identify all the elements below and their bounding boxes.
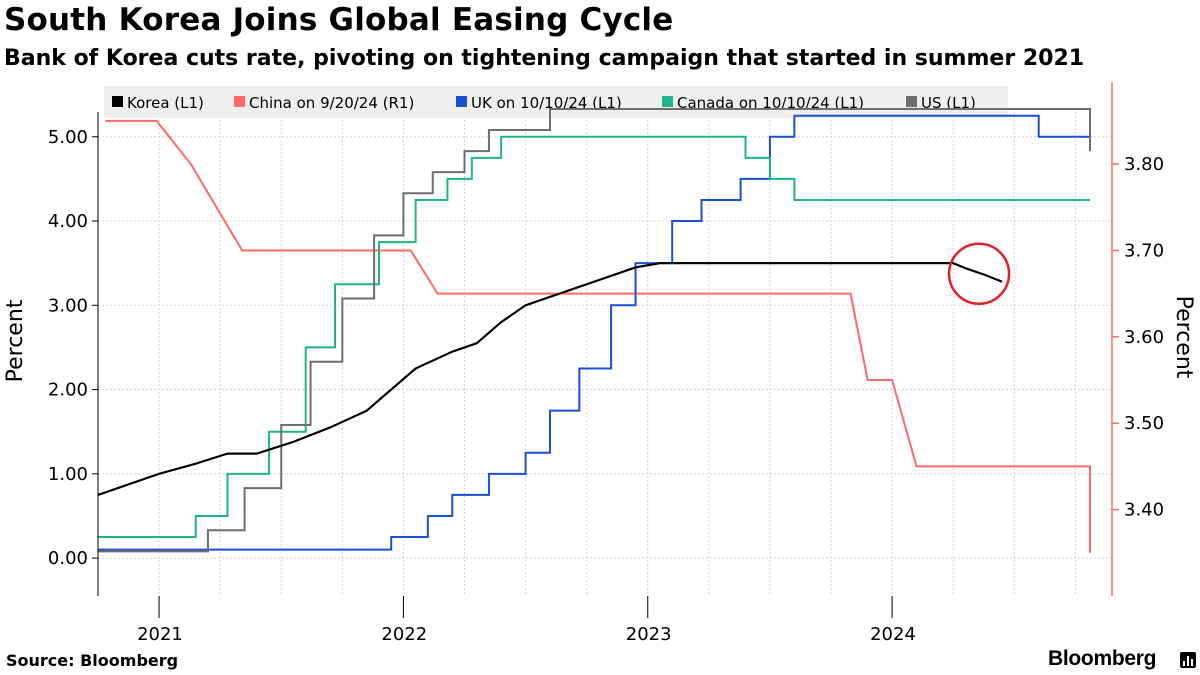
- left-tick-label: 5.00: [48, 127, 88, 148]
- legend-swatch: [456, 96, 467, 107]
- right-tick-label: 3.60: [1124, 327, 1164, 348]
- right-tick-label: 3.70: [1124, 240, 1164, 261]
- legend-label: US (L1): [921, 94, 976, 112]
- series-line-2: [98, 114, 1090, 551]
- legend-label: China on 9/20/24 (R1): [249, 94, 414, 112]
- left-tick-label: 3.00: [48, 295, 88, 316]
- x-tick-label: 2022: [381, 624, 427, 645]
- series-line-4: [98, 107, 1091, 553]
- legend-label: Korea (L1): [127, 94, 204, 112]
- source-note: Source: Bloomberg: [6, 651, 179, 670]
- chart-axes: 0.00 1.00 2.00 3.00 4.00 5.00 Percent 3.40 3.50 3…: [3, 82, 1196, 645]
- chart-legend: Korea (L1) China on 9/20/24 (R1) UK on 10/…: [104, 86, 1008, 118]
- chart-series: [97, 107, 1091, 553]
- x-tick-label: 2023: [626, 624, 672, 645]
- bloomberg-logo: Bloomberg: [1048, 647, 1157, 670]
- legend-swatch: [234, 96, 245, 107]
- right-axis-title: Percent: [1171, 296, 1196, 379]
- legend-label: Canada on 10/10/24 (L1): [677, 94, 864, 112]
- grid-lines: [98, 112, 1112, 596]
- legend-swatch: [662, 96, 673, 107]
- chart-subtitle: Bank of Korea cuts rate, pivoting on tig…: [4, 46, 1085, 71]
- left-tick-label: 2.00: [48, 380, 88, 401]
- legend-label: UK on 10/10/24 (L1): [471, 94, 622, 112]
- right-tick-label: 3.40: [1124, 500, 1164, 521]
- series-line-1: [105, 119, 1091, 553]
- x-tick-label: 2024: [870, 624, 916, 645]
- legend-background: [104, 86, 1008, 118]
- series-line-korea-top: [97, 262, 1003, 496]
- chart-title: South Korea Joins Global Easing Cycle: [4, 2, 674, 38]
- annotation-circle: [947, 242, 1011, 306]
- legend-swatch: [112, 96, 123, 107]
- x-tick-label: 2021: [137, 624, 183, 645]
- left-tick-label: 0.00: [48, 548, 88, 569]
- right-tick-label: 3.50: [1124, 413, 1164, 434]
- chart-annotations: [947, 242, 1011, 306]
- left-axis-title: Percent: [3, 299, 28, 382]
- left-tick-label: 4.00: [48, 211, 88, 232]
- right-tick-label: 3.80: [1124, 154, 1164, 175]
- left-tick-label: 1.00: [48, 464, 88, 485]
- bloomberg-terminal-icon: [1180, 652, 1196, 668]
- series-line-3: [98, 135, 1090, 539]
- legend-swatch: [906, 96, 917, 107]
